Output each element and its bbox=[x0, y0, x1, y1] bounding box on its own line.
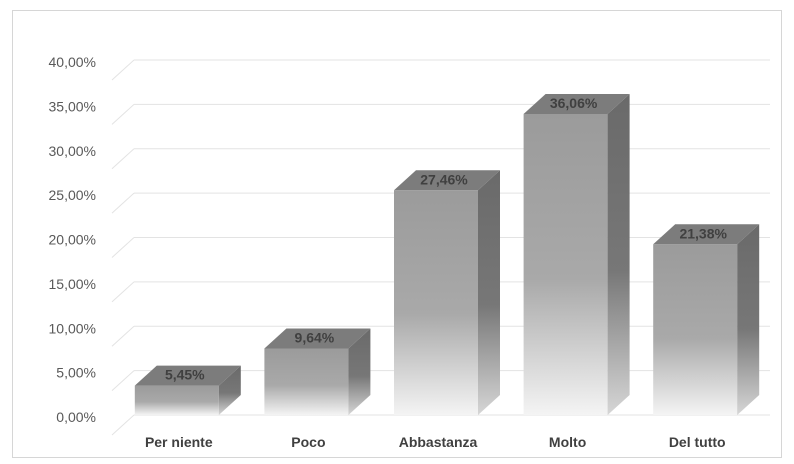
data-labels: 5,45% 9,64% 27,46% 36,06% 21,38% bbox=[165, 95, 728, 383]
x-tick-label: Poco bbox=[291, 434, 325, 450]
gridline-diag bbox=[111, 325, 135, 347]
bar-top bbox=[653, 224, 760, 245]
bar-front bbox=[523, 113, 608, 415]
bar-top bbox=[134, 365, 241, 386]
bar-top bbox=[394, 170, 500, 191]
y-tick-label: 35,00% bbox=[49, 98, 96, 114]
bar-side bbox=[607, 93, 630, 415]
y-tick-label: 15,00% bbox=[49, 276, 96, 292]
y-tick-label: 30,00% bbox=[49, 143, 96, 159]
x-tick-label: Abbastanza bbox=[399, 434, 478, 450]
bar-top bbox=[264, 328, 371, 349]
gridline-diag bbox=[111, 281, 135, 303]
bar-front bbox=[653, 244, 738, 415]
gridline-diag bbox=[111, 148, 135, 170]
y-tick-label: 25,00% bbox=[49, 187, 96, 203]
gridline-diag bbox=[111, 237, 135, 258]
gridline-diag bbox=[111, 104, 135, 125]
x-tick-label: Molto bbox=[549, 434, 586, 450]
bar-front bbox=[134, 385, 219, 415]
data-label: 27,46% bbox=[420, 171, 468, 187]
bar bbox=[523, 93, 630, 415]
bar-side bbox=[737, 224, 760, 415]
bar bbox=[394, 170, 500, 415]
gridline-diag bbox=[111, 414, 135, 436]
y-tick-label: 40,00% bbox=[49, 54, 96, 70]
data-label: 21,38% bbox=[679, 225, 727, 241]
y-tick-label: 5,00% bbox=[56, 365, 96, 381]
x-axis: Per niente Poco Abbastanza Molto Del tutto bbox=[145, 434, 726, 450]
data-label: 9,64% bbox=[295, 329, 335, 345]
y-tick-label: 20,00% bbox=[49, 232, 96, 248]
bar-side bbox=[348, 328, 371, 415]
bars bbox=[134, 93, 760, 415]
bar-side bbox=[218, 365, 241, 415]
y-axis: 0,00% 5,00% 10,00% 15,00% 20,00% 25,00% 30,00%… bbox=[49, 54, 96, 425]
bar bbox=[134, 365, 241, 415]
x-tick-label: Del tutto bbox=[669, 434, 726, 450]
gridline-diag bbox=[111, 192, 135, 214]
data-label: 36,06% bbox=[550, 95, 598, 111]
bar-front bbox=[394, 190, 478, 415]
gridline-diag bbox=[111, 370, 135, 391]
y-tick-label: 10,00% bbox=[49, 320, 96, 336]
bar-side bbox=[478, 170, 500, 415]
bar bbox=[653, 224, 760, 415]
data-label: 5,45% bbox=[165, 367, 205, 383]
y-tick-label: 0,00% bbox=[56, 409, 96, 425]
x-tick-label: Per niente bbox=[145, 434, 213, 450]
gridline-diag bbox=[111, 59, 135, 81]
bar-top bbox=[523, 93, 630, 114]
bar bbox=[264, 328, 371, 415]
bar-front bbox=[264, 348, 349, 415]
